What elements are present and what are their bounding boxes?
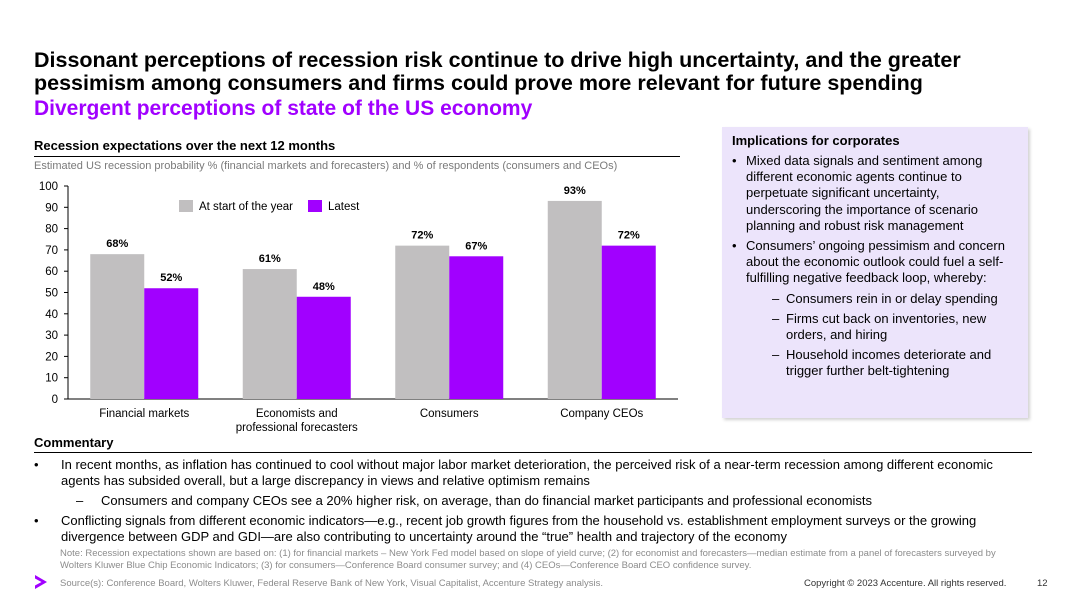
page-number: 12 bbox=[1037, 578, 1048, 589]
implications-heading: Implications for corporates bbox=[732, 133, 900, 148]
accenture-logo-icon bbox=[35, 575, 47, 589]
legend-label: Latest bbox=[328, 201, 360, 213]
copyright: Copyright © 2023 Accenture. All rights r… bbox=[804, 578, 1007, 589]
data-label: 68% bbox=[106, 238, 128, 250]
x-category-label: professional forecasters bbox=[236, 422, 358, 434]
y-tick-label: 20 bbox=[45, 351, 58, 363]
x-category-label: Economists and bbox=[256, 408, 338, 420]
legend-label: At start of the year bbox=[199, 201, 293, 213]
source-note: Source(s): Conference Board, Wolters Klu… bbox=[60, 578, 603, 589]
bar-start-of-year bbox=[547, 200, 602, 399]
slide-title: Dissonant perceptions of recession risk … bbox=[34, 48, 961, 95]
chart-heading: Recession expectations over the next 12 … bbox=[34, 138, 336, 153]
data-label: 48% bbox=[313, 281, 335, 293]
commentary-heading: Commentary bbox=[34, 435, 114, 450]
data-label: 67% bbox=[465, 240, 487, 252]
bar-start-of-year bbox=[242, 269, 297, 399]
commentary-subitem: Consumers and company CEOs see a 20% hig… bbox=[34, 493, 1032, 509]
chart-note: Estimated US recession probability % (fi… bbox=[34, 160, 618, 172]
data-label: 93% bbox=[564, 185, 586, 197]
bar-start-of-year bbox=[90, 254, 145, 399]
bar-latest bbox=[601, 245, 656, 399]
bar-latest bbox=[449, 256, 504, 399]
y-tick-label: 10 bbox=[45, 373, 58, 385]
x-category-label: Financial markets bbox=[99, 408, 189, 420]
data-label: 72% bbox=[411, 230, 433, 242]
commentary-item: Conflicting signals from different econo… bbox=[34, 513, 1032, 545]
commentary-list: In recent months, as inflation has conti… bbox=[34, 457, 1032, 549]
slide-subtitle: Divergent perceptions of state of the US… bbox=[34, 97, 533, 120]
data-label: 61% bbox=[259, 253, 281, 265]
bar-latest bbox=[296, 296, 351, 399]
footnote: Note: Recession expectations shown are b… bbox=[60, 548, 996, 572]
y-tick-label: 70 bbox=[45, 245, 58, 257]
y-tick-label: 80 bbox=[45, 224, 58, 236]
implication-text: Consumers’ ongoing pessimism and concern… bbox=[746, 238, 1005, 286]
implication-subitem: Consumers rein in or delay spending bbox=[746, 291, 1018, 307]
legend-swatch bbox=[308, 200, 322, 212]
implication-item: Mixed data signals and sentiment among d… bbox=[732, 153, 1018, 234]
chart-divider bbox=[34, 156, 680, 157]
x-category-label: Company CEOs bbox=[560, 408, 643, 420]
data-label: 52% bbox=[160, 272, 182, 284]
implication-subitem: Household incomes deteriorate and trigge… bbox=[746, 347, 1018, 379]
data-label: 72% bbox=[618, 230, 640, 242]
y-tick-label: 40 bbox=[45, 309, 58, 321]
commentary-item: In recent months, as inflation has conti… bbox=[34, 457, 1032, 489]
y-tick-label: 60 bbox=[45, 266, 58, 278]
implication-item: Consumers’ ongoing pessimism and concern… bbox=[732, 238, 1018, 380]
implications-list: Mixed data signals and sentiment among d… bbox=[732, 153, 1018, 380]
bar-latest bbox=[144, 288, 199, 399]
y-tick-label: 30 bbox=[45, 330, 58, 342]
legend-swatch bbox=[179, 200, 193, 212]
y-tick-label: 90 bbox=[45, 202, 58, 214]
bar-start-of-year bbox=[395, 245, 450, 399]
recession-bar-chart: 0 10 20 30 40 50 60 70 80 90 100 68% 52% Financial ma… bbox=[39, 181, 678, 434]
y-tick-label: 50 bbox=[45, 288, 58, 300]
implication-sublist: Consumers rein in or delay spending Firm… bbox=[746, 291, 1018, 380]
implication-subitem: Firms cut back on inventories, new order… bbox=[746, 311, 1018, 343]
commentary-divider bbox=[34, 452, 1032, 453]
implications-panel: Implications for corporates Mixed data s… bbox=[722, 127, 1028, 418]
y-tick-label: 0 bbox=[52, 394, 58, 406]
y-tick-label: 100 bbox=[39, 181, 58, 193]
x-category-label: Consumers bbox=[420, 408, 479, 420]
